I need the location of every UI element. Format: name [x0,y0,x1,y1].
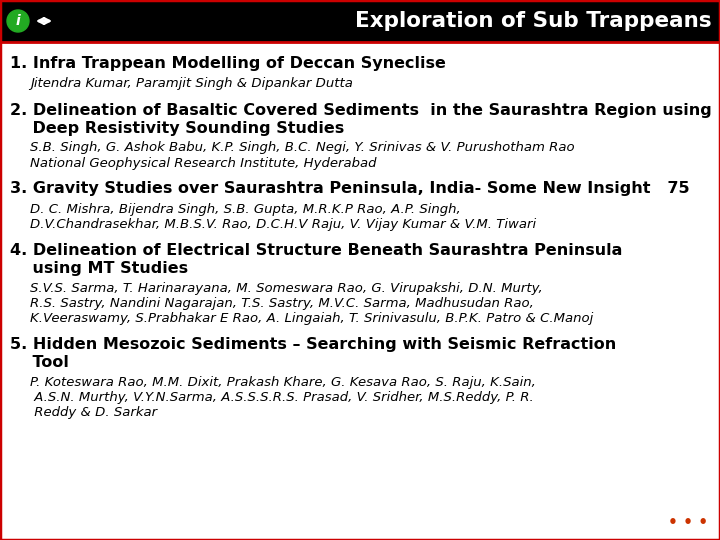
Text: 5. Hidden Mesozoic Sediments – Searching with Seismic Refraction
    Tool: 5. Hidden Mesozoic Sediments – Searching… [10,337,616,370]
Text: R.S. Sastry, Nandini Nagarajan, T.S. Sastry, M.V.C. Sarma, Madhusudan Rao,: R.S. Sastry, Nandini Nagarajan, T.S. Sas… [30,297,534,310]
Text: S.V.S. Sarma, T. Harinarayana, M. Someswara Rao, G. Virupakshi, D.N. Murty,: S.V.S. Sarma, T. Harinarayana, M. Somesw… [30,282,543,295]
Text: S.B. Singh, G. Ashok Babu, K.P. Singh, B.C. Negi, Y. Srinivas & V. Purushotham R: S.B. Singh, G. Ashok Babu, K.P. Singh, B… [30,141,575,154]
Text: i: i [16,14,20,28]
Text: K.Veeraswamy, S.Prabhakar E Rao, A. Lingaiah, T. Srinivasulu, B.P.K. Patro & C.M: K.Veeraswamy, S.Prabhakar E Rao, A. Ling… [30,312,593,325]
Text: 3. Gravity Studies over Saurashtra Peninsula, India- Some New Insight   75: 3. Gravity Studies over Saurashtra Penin… [10,181,690,197]
Bar [0,0,720,42]
Text: • • •: • • • [668,515,708,530]
Text: P. Koteswara Rao, M.M. Dixit, Prakash Khare, G. Kesava Rao, S. Raju, K.Sain,: P. Koteswara Rao, M.M. Dixit, Prakash Kh… [30,376,536,389]
Text: D.V.Chandrasekhar, M.B.S.V. Rao, D.C.H.V Raju, V. Vijay Kumar & V.M. Tiwari: D.V.Chandrasekhar, M.B.S.V. Rao, D.C.H.V… [30,218,536,231]
Text: 2. Delineation of Basaltic Covered Sediments  in the Saurashtra Region using
   : 2. Delineation of Basaltic Covered Sedim… [10,103,712,136]
Text: National Geophysical Research Institute, Hyderabad: National Geophysical Research Institute,… [30,157,377,170]
Circle shape [7,10,29,32]
Text: Jitendra Kumar, Paramjit Singh & Dipankar Dutta: Jitendra Kumar, Paramjit Singh & Dipanka… [30,78,353,91]
Text: Reddy & D. Sarkar: Reddy & D. Sarkar [30,406,157,419]
Text: A.S.N. Murthy, V.Y.N.Sarma, A.S.S.S.R.S. Prasad, V. Sridher, M.S.Reddy, P. R.: A.S.N. Murthy, V.Y.N.Sarma, A.S.S.S.R.S.… [30,391,534,404]
Text: D. C. Mishra, Bijendra Singh, S.B. Gupta, M.R.K.P Rao, A.P. Singh,: D. C. Mishra, Bijendra Singh, S.B. Gupta… [30,203,461,216]
Text: Exploration of Sub Trappeans: Exploration of Sub Trappeans [356,11,712,31]
Text: 1. Infra Trappean Modelling of Deccan Syneclise: 1. Infra Trappean Modelling of Deccan Sy… [10,56,446,71]
Text: 4. Delineation of Electrical Structure Beneath Saurashtra Peninsula
    using MT: 4. Delineation of Electrical Structure B… [10,243,622,276]
